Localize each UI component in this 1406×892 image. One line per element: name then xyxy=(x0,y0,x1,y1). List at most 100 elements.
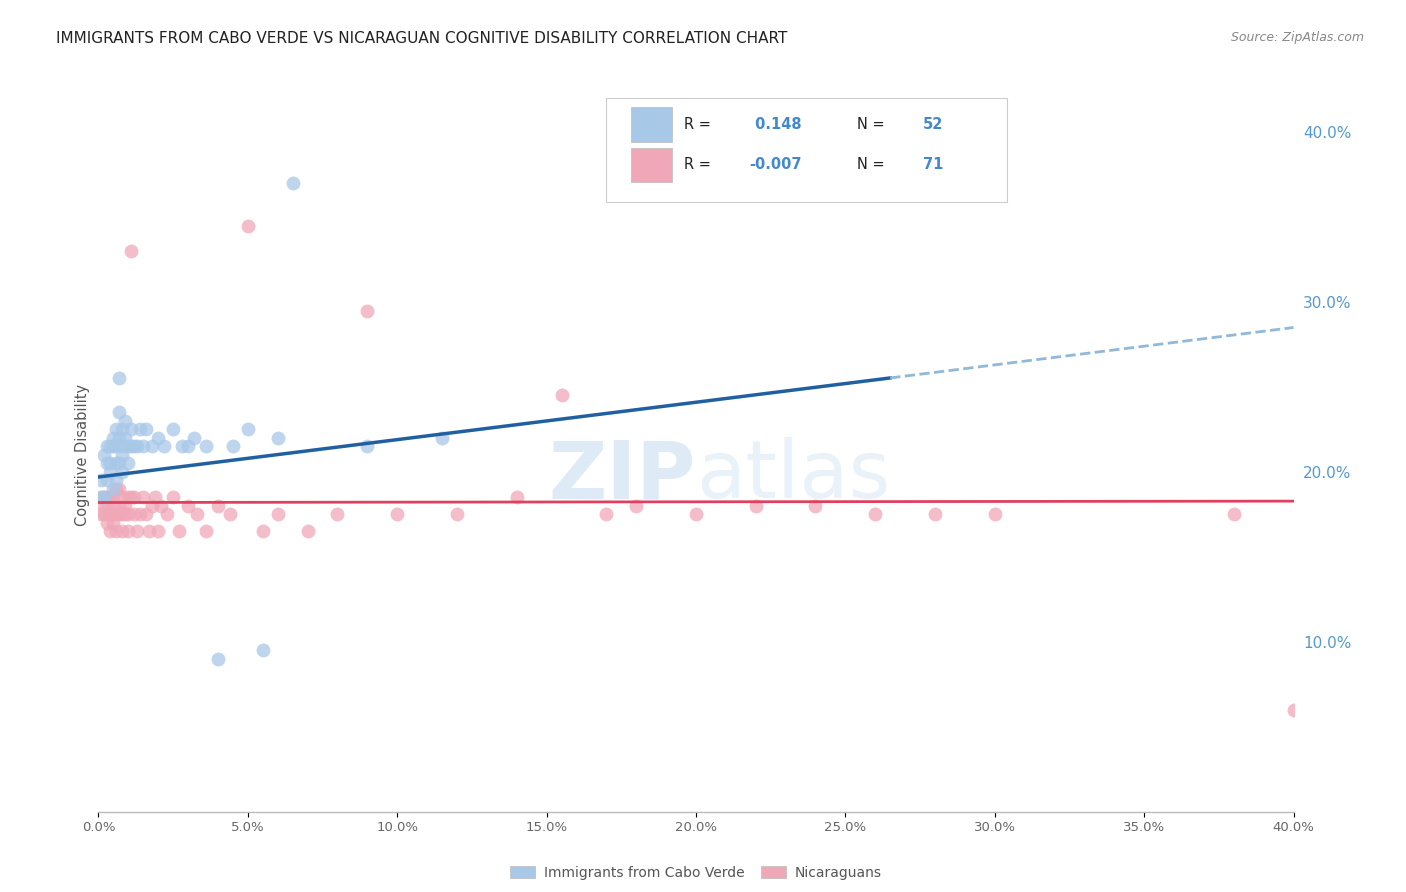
Text: N =: N = xyxy=(858,117,890,132)
Point xyxy=(186,508,208,522)
Point xyxy=(117,524,139,539)
Point xyxy=(281,176,304,190)
Point xyxy=(100,524,122,539)
Point xyxy=(1223,508,1246,522)
Point xyxy=(105,474,128,488)
Point xyxy=(111,491,134,505)
Point xyxy=(135,422,157,436)
Point xyxy=(219,508,242,522)
Point xyxy=(103,508,125,522)
Point xyxy=(90,491,112,505)
Point xyxy=(127,439,149,453)
Text: 71: 71 xyxy=(922,157,943,172)
Point xyxy=(183,431,205,445)
Point xyxy=(114,499,136,513)
FancyBboxPatch shape xyxy=(631,147,672,182)
Text: Source: ZipAtlas.com: Source: ZipAtlas.com xyxy=(1230,31,1364,45)
Point xyxy=(114,508,136,522)
Point xyxy=(865,508,887,522)
Point xyxy=(114,414,136,428)
Point xyxy=(595,508,617,522)
Point xyxy=(108,482,131,496)
Point xyxy=(172,439,194,453)
Point xyxy=(430,431,453,445)
Point xyxy=(120,244,142,258)
Point xyxy=(167,524,190,539)
Point xyxy=(108,499,131,513)
Text: 52: 52 xyxy=(922,117,943,132)
Point xyxy=(100,457,122,471)
Point xyxy=(252,524,274,539)
Point xyxy=(108,508,131,522)
Point xyxy=(177,499,200,513)
Point xyxy=(90,508,112,522)
Point xyxy=(385,508,409,522)
Point xyxy=(132,491,155,505)
Text: IMMIGRANTS FROM CABO VERDE VS NICARAGUAN COGNITIVE DISABILITY CORRELATION CHART: IMMIGRANTS FROM CABO VERDE VS NICARAGUAN… xyxy=(56,31,787,46)
Point xyxy=(297,524,319,539)
Point xyxy=(550,388,572,402)
Point xyxy=(93,508,115,522)
Point xyxy=(195,524,218,539)
Point xyxy=(1282,703,1305,717)
Point xyxy=(93,499,115,513)
Text: R =: R = xyxy=(685,157,716,172)
Point xyxy=(96,491,118,505)
Point xyxy=(626,499,648,513)
Point xyxy=(100,439,122,453)
Point xyxy=(129,508,152,522)
Point xyxy=(108,431,131,445)
Point xyxy=(120,439,142,453)
Point xyxy=(148,431,170,445)
Point xyxy=(117,439,139,453)
Point xyxy=(141,499,163,513)
Point xyxy=(103,431,125,445)
Point xyxy=(108,371,131,385)
Point xyxy=(685,508,707,522)
Point xyxy=(124,491,146,505)
Point xyxy=(105,439,128,453)
Text: -0.007: -0.007 xyxy=(749,157,803,172)
Point xyxy=(506,491,529,505)
Point xyxy=(111,422,134,436)
Point xyxy=(124,508,146,522)
Point xyxy=(117,508,139,522)
Point xyxy=(207,652,229,666)
Point xyxy=(267,431,290,445)
Point xyxy=(103,482,125,496)
Point xyxy=(111,524,134,539)
Point xyxy=(90,474,112,488)
Point xyxy=(252,643,274,657)
Point xyxy=(103,439,125,453)
Point xyxy=(105,482,128,496)
Point xyxy=(100,508,122,522)
Point xyxy=(100,465,122,479)
Point xyxy=(236,422,259,436)
Point xyxy=(924,508,946,522)
Point xyxy=(105,524,128,539)
Point xyxy=(162,491,184,505)
Point xyxy=(103,499,125,513)
Point xyxy=(195,439,218,453)
Text: N =: N = xyxy=(858,157,890,172)
Point xyxy=(745,499,768,513)
Point xyxy=(114,431,136,445)
Legend: Immigrants from Cabo Verde, Nicaraguans: Immigrants from Cabo Verde, Nicaraguans xyxy=(503,859,889,887)
FancyBboxPatch shape xyxy=(631,107,672,142)
Point xyxy=(143,491,166,505)
Point xyxy=(127,524,149,539)
Point xyxy=(96,457,118,471)
Point xyxy=(117,457,139,471)
Point xyxy=(96,508,118,522)
Point xyxy=(356,439,378,453)
Point xyxy=(156,508,179,522)
Text: ZIP: ZIP xyxy=(548,437,696,516)
Text: 0.148: 0.148 xyxy=(749,117,801,132)
Point xyxy=(90,491,112,505)
Text: atlas: atlas xyxy=(696,437,890,516)
Point xyxy=(111,439,134,453)
Point xyxy=(96,439,118,453)
Point xyxy=(177,439,200,453)
Point xyxy=(135,508,157,522)
Point xyxy=(103,516,125,530)
